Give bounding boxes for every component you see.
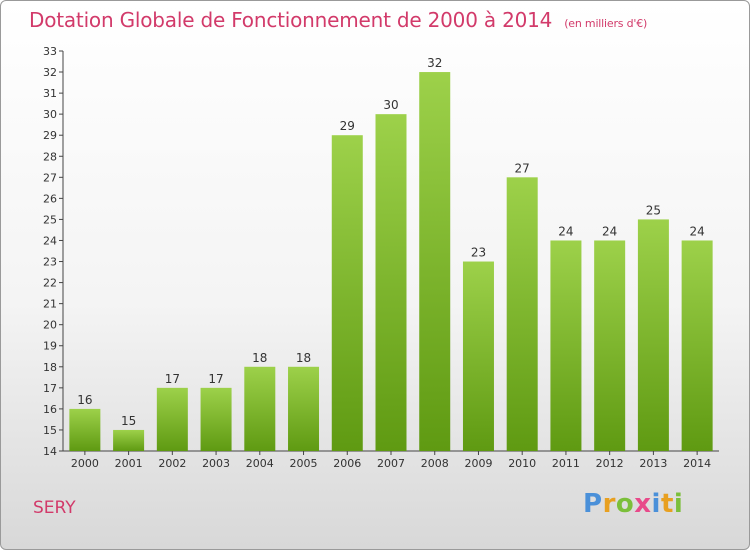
bar xyxy=(288,366,320,451)
data-label: 27 xyxy=(515,161,530,175)
bar xyxy=(200,387,232,451)
x-tick-label: 2004 xyxy=(246,457,274,470)
x-tick-label: 2012 xyxy=(596,457,624,470)
y-tick-label: 32 xyxy=(43,66,57,79)
brand-letter: i xyxy=(651,489,661,519)
brand-letter: o xyxy=(615,489,635,519)
brand-letter: x xyxy=(634,489,652,519)
bar xyxy=(375,114,407,451)
data-label: 17 xyxy=(165,372,180,386)
x-tick-label: 2011 xyxy=(552,457,580,470)
y-tick-label: 27 xyxy=(43,171,57,184)
data-label: 17 xyxy=(208,372,223,386)
x-tick-label: 2002 xyxy=(158,457,186,470)
y-tick-label: 21 xyxy=(43,298,57,311)
bar xyxy=(156,387,188,451)
x-tick-label: 2009 xyxy=(464,457,492,470)
bar xyxy=(69,408,101,451)
brand-letter: P xyxy=(583,489,603,519)
y-tick-label: 15 xyxy=(43,424,57,437)
y-tick-label: 25 xyxy=(43,213,57,226)
bar xyxy=(113,429,145,451)
y-tick-label: 16 xyxy=(43,403,57,416)
bar xyxy=(681,240,713,451)
y-tick-label: 24 xyxy=(43,234,57,247)
y-tick-label: 14 xyxy=(43,445,57,458)
x-tick-label: 2013 xyxy=(639,457,667,470)
unit-note: (en milliers d'€) xyxy=(564,17,648,30)
y-tick-label: 17 xyxy=(43,382,57,395)
x-tick-label: 2014 xyxy=(683,457,711,470)
data-label: 24 xyxy=(558,224,573,238)
y-tick-label: 31 xyxy=(43,87,57,100)
y-tick-label: 33 xyxy=(43,45,57,58)
y-tick-label: 22 xyxy=(43,277,57,290)
data-label: 16 xyxy=(77,393,92,407)
bar xyxy=(419,72,451,451)
data-label: 18 xyxy=(252,351,267,365)
bar xyxy=(594,240,626,451)
x-tick-label: 2008 xyxy=(421,457,449,470)
chart-title: Dotation Globale de Fonctionnement de 20… xyxy=(29,8,647,32)
brand-letter: t xyxy=(660,489,674,519)
y-tick-label: 30 xyxy=(43,108,57,121)
data-label: 15 xyxy=(121,414,136,428)
brand-logo: Proxiti xyxy=(583,489,683,519)
data-label: 32 xyxy=(427,56,442,70)
x-tick-label: 2010 xyxy=(508,457,536,470)
y-tick-label: 23 xyxy=(43,256,57,269)
bar xyxy=(550,240,582,451)
y-tick-label: 28 xyxy=(43,150,57,163)
commune-label: SERY xyxy=(33,498,76,518)
bar xyxy=(331,135,363,452)
data-label: 30 xyxy=(383,98,398,112)
bar xyxy=(462,261,494,451)
y-tick-label: 26 xyxy=(43,192,57,205)
x-tick-label: 2006 xyxy=(333,457,361,470)
x-tick-label: 2007 xyxy=(377,457,405,470)
chart-title-text: Dotation Globale de Fonctionnement de 20… xyxy=(29,8,553,32)
data-label: 18 xyxy=(296,351,311,365)
bar xyxy=(637,219,669,451)
bar xyxy=(244,366,276,451)
data-label: 24 xyxy=(602,224,617,238)
data-label: 23 xyxy=(471,246,486,260)
y-tick-label: 20 xyxy=(43,319,57,332)
y-tick-label: 19 xyxy=(43,340,57,353)
x-tick-label: 2003 xyxy=(202,457,230,470)
y-tick-label: 29 xyxy=(43,129,57,142)
brand-letter: r xyxy=(602,489,616,519)
bar xyxy=(506,177,538,451)
x-tick-label: 2005 xyxy=(290,457,318,470)
x-tick-label: 2001 xyxy=(115,457,143,470)
brand-letter: i xyxy=(673,489,684,519)
data-label: 24 xyxy=(689,224,704,238)
x-tick-label: 2000 xyxy=(71,457,99,470)
data-label: 25 xyxy=(646,203,661,217)
data-label: 29 xyxy=(340,119,355,133)
y-tick-label: 18 xyxy=(43,361,57,374)
